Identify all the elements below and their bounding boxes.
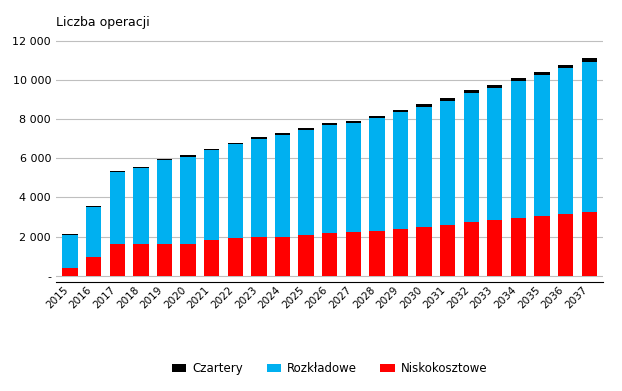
Bar — [157, 244, 172, 276]
Bar — [369, 118, 384, 231]
Bar — [62, 233, 78, 235]
Bar — [392, 229, 408, 276]
Bar — [299, 235, 313, 276]
Bar — [369, 231, 384, 276]
Bar — [346, 231, 361, 276]
Bar — [416, 227, 432, 276]
Bar — [440, 225, 455, 276]
Bar — [228, 144, 243, 238]
Bar — [322, 123, 337, 125]
Bar — [251, 237, 267, 276]
Bar — [62, 268, 78, 276]
Bar — [62, 235, 78, 268]
Bar — [346, 123, 361, 231]
Bar — [109, 171, 125, 172]
Bar — [582, 58, 597, 61]
Bar — [463, 90, 479, 93]
Bar — [511, 81, 526, 217]
Bar — [534, 72, 550, 75]
Bar — [133, 244, 149, 276]
Bar — [299, 128, 313, 130]
Bar — [416, 104, 432, 106]
Bar — [180, 157, 196, 244]
Bar — [534, 75, 550, 216]
Bar — [534, 216, 550, 276]
Bar — [204, 149, 220, 150]
Bar — [157, 158, 172, 160]
Bar — [204, 150, 220, 240]
Bar — [440, 100, 455, 225]
Bar — [180, 155, 196, 157]
Legend: Czartery, Rozkładowe, Niskokosztowe: Czartery, Rozkładowe, Niskokosztowe — [167, 357, 492, 380]
Bar — [275, 237, 290, 276]
Bar — [133, 168, 149, 244]
Bar — [392, 113, 408, 229]
Bar — [369, 116, 384, 118]
Bar — [487, 85, 503, 88]
Bar — [228, 143, 243, 144]
Bar — [251, 137, 267, 138]
Bar — [133, 167, 149, 168]
Bar — [109, 172, 125, 244]
Bar — [275, 133, 290, 135]
Bar — [299, 130, 313, 235]
Bar — [228, 238, 243, 276]
Bar — [180, 244, 196, 276]
Bar — [582, 212, 597, 276]
Bar — [157, 160, 172, 244]
Bar — [204, 240, 220, 276]
Bar — [511, 78, 526, 81]
Bar — [275, 135, 290, 237]
Bar — [558, 214, 573, 276]
Bar — [86, 257, 101, 276]
Bar — [582, 61, 597, 212]
Bar — [109, 244, 125, 276]
Bar — [463, 93, 479, 222]
Bar — [416, 106, 432, 227]
Bar — [86, 206, 101, 207]
Bar — [440, 98, 455, 100]
Bar — [511, 217, 526, 276]
Bar — [251, 138, 267, 237]
Text: Liczba operacji: Liczba operacji — [56, 16, 150, 29]
Bar — [322, 233, 337, 276]
Bar — [86, 207, 101, 257]
Bar — [558, 65, 573, 68]
Bar — [463, 222, 479, 276]
Bar — [487, 88, 503, 220]
Bar — [558, 68, 573, 214]
Bar — [322, 125, 337, 233]
Bar — [346, 121, 361, 123]
Bar — [487, 220, 503, 276]
Bar — [392, 110, 408, 113]
